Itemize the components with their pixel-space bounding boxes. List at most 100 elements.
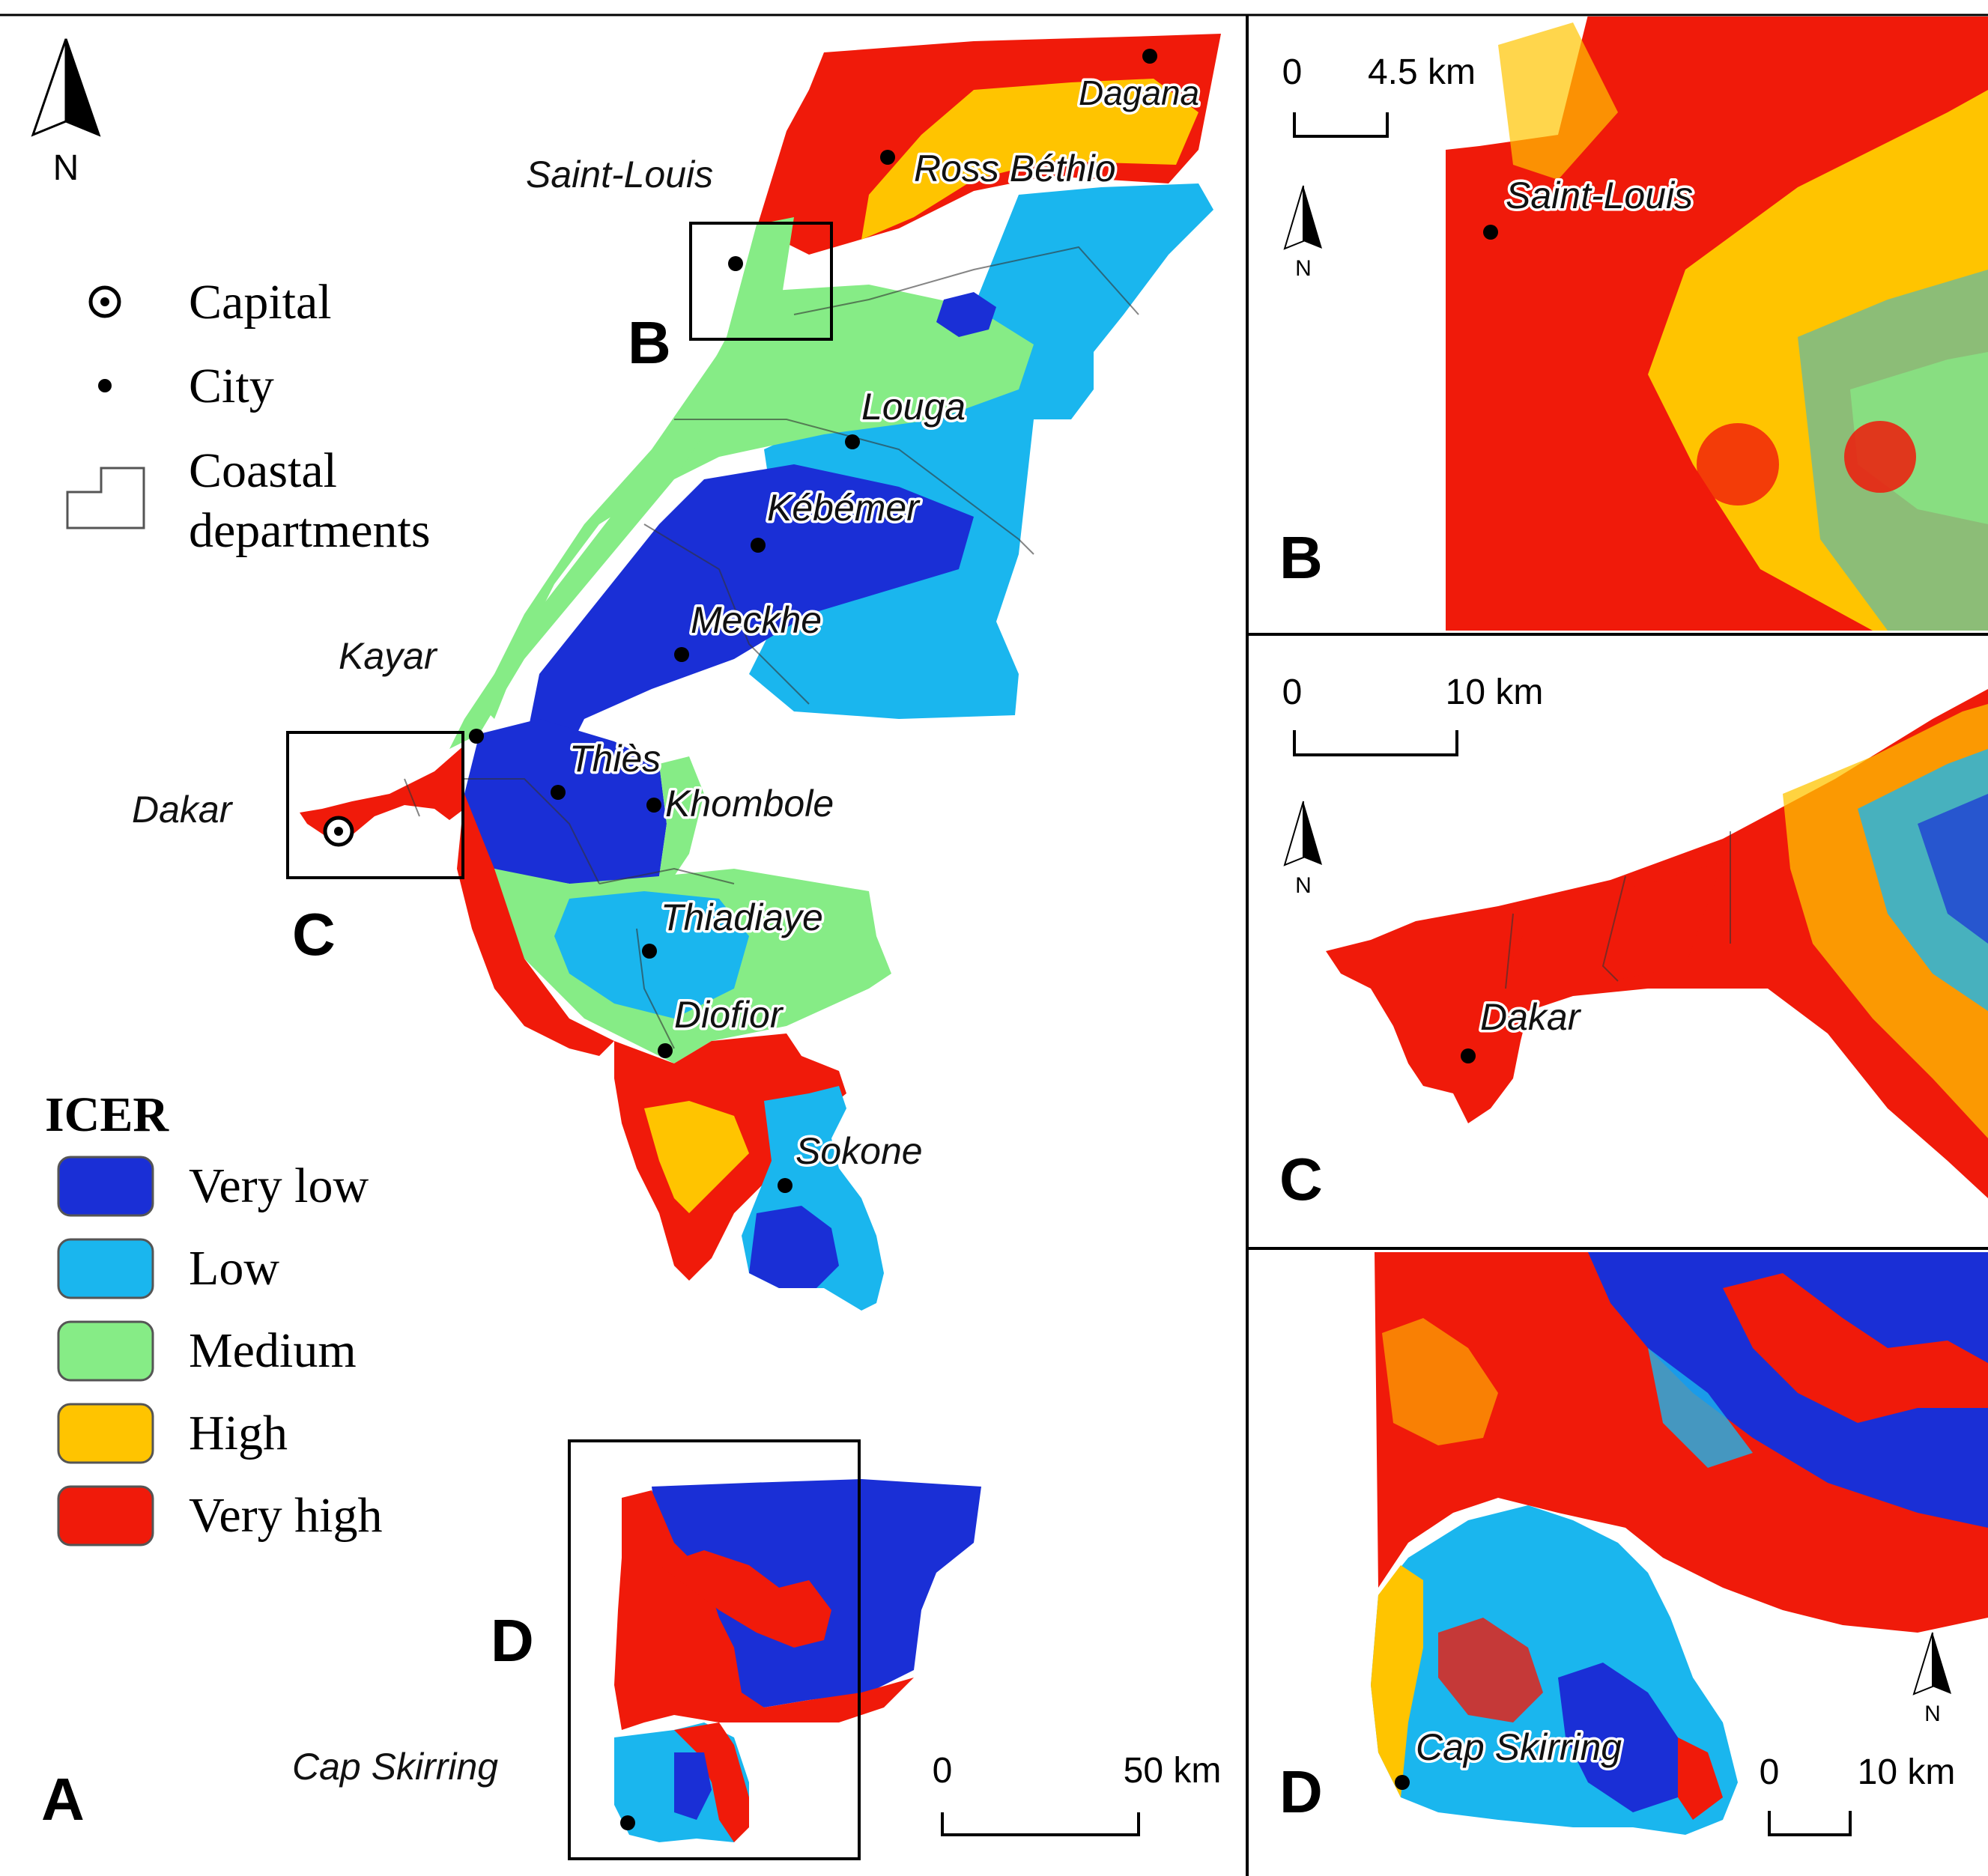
panel-d-creek (1723, 1273, 1988, 1423)
label-saint-louis: Saint-Louis (526, 154, 713, 195)
region-casamance-south-red (674, 1722, 749, 1842)
panel-c-very-low (1918, 794, 1988, 944)
panel-d-south-very-low (1558, 1663, 1678, 1812)
north-label-c: N (1295, 873, 1312, 898)
city-points (469, 49, 1157, 1830)
panel-c-city-dot (1461, 1048, 1476, 1063)
legend-departments-line1: Coastal (189, 443, 337, 498)
north-arrow-c: N (1283, 801, 1322, 898)
region-southwest-coast-red (457, 794, 614, 1056)
scale-bar-a: 0 50 km (933, 1751, 1222, 1836)
panel-d-south-high-edge (1371, 1565, 1423, 1797)
scale-c-zero: 0 (1282, 673, 1303, 712)
panel-b-city-dot (1483, 225, 1498, 240)
region-north-high (861, 79, 1198, 240)
label-dagana: Dagana (1079, 73, 1199, 112)
legend-city-label: City (189, 359, 274, 413)
city-dot-thiadiaye (642, 944, 657, 959)
city-dot-saint-louis (728, 256, 743, 271)
inset-box-b (689, 222, 833, 341)
scale-bar-b: 0 4.5 km (1282, 52, 1476, 138)
icer-swatch-very-low (57, 1156, 154, 1217)
north-arrow-b: N (1283, 185, 1322, 281)
panel-c-inset (1326, 689, 1988, 1198)
capital-legend-icon (88, 285, 121, 318)
panel-d-south-red-patch (1438, 1618, 1543, 1722)
icer-legend: ICER Very low Low Medium High Very high (45, 1087, 382, 1546)
region-casamance-red-west (614, 1490, 914, 1730)
city-dot-dagana (1142, 49, 1157, 64)
panel-letter-d: D (1279, 1758, 1323, 1825)
icer-label-very-low: Very low (189, 1159, 369, 1213)
scale-a-max: 50 km (1124, 1751, 1222, 1791)
panel-d-low-patch (1648, 1348, 1753, 1468)
scale-d-zero: 0 (1760, 1752, 1780, 1792)
symbol-legend: Capital City Coastal departments (66, 275, 431, 558)
region-saloum-high (644, 1101, 749, 1213)
panel-d-south-red-east (1678, 1737, 1723, 1820)
icer-swatch-high (57, 1403, 154, 1464)
city-dot-meckhe (674, 647, 689, 662)
icer-swatch-very-high (57, 1485, 154, 1546)
panel-d-very-low (1588, 1252, 1988, 1528)
panel-c-red-inner (1513, 861, 1723, 989)
panel-letter-a: A (41, 1766, 85, 1833)
city-dot-khombole (646, 798, 661, 813)
north-arrow-main: N (31, 38, 101, 188)
inset-letter-d: D (491, 1607, 534, 1674)
panel-letter-b: B (1279, 524, 1323, 591)
panel-b-red-patch (1844, 421, 1916, 493)
icer-label-very-high: Very high (189, 1488, 382, 1543)
panel-d-high-patch (1382, 1318, 1498, 1445)
region-thies-medium (659, 756, 704, 876)
capital-symbol-dakar (323, 816, 354, 847)
label-louga: Louga (861, 386, 966, 428)
city-legend-icon (98, 379, 112, 392)
region-casamance-branch (659, 1550, 831, 1648)
region-coastal-strip (449, 217, 794, 749)
panel-b-inset (1446, 16, 1988, 631)
legend-capital-label: Capital (189, 275, 332, 330)
scale-c-max: 10 km (1446, 673, 1544, 712)
label-kayar: Kayar (339, 635, 438, 677)
scale-bar-d: 0 10 km (1760, 1752, 1955, 1836)
legend-departments-line2: departments (189, 503, 431, 558)
city-dot-cap-skirring (620, 1815, 635, 1830)
label-khombole: Khombole (665, 783, 834, 825)
icer-legend-title: ICER (45, 1087, 169, 1142)
scale-b-max: 4.5 km (1368, 52, 1476, 92)
label-ross-bethio: Ross Béthio (914, 148, 1116, 189)
label-thiadiaye: Thiadiaye (661, 896, 823, 938)
panel-c-label-dakar: Dakar (1480, 996, 1582, 1038)
scale-b-zero: 0 (1282, 52, 1303, 92)
label-sokone: Sokone (795, 1130, 923, 1172)
inset-letter-c: C (292, 901, 336, 968)
inset-letter-b: B (628, 309, 671, 376)
region-thies-very-low (464, 719, 667, 891)
label-thies: Thiès (569, 738, 661, 780)
panel-c-boundaries (1505, 831, 1731, 989)
department-boundaries (404, 246, 1139, 1049)
departments-legend-icon (66, 467, 145, 529)
region-lake-very-low (936, 292, 996, 337)
label-meckhe: Meckhe (691, 599, 822, 641)
city-dot-diofior (658, 1043, 673, 1058)
panel-d-city-dot (1395, 1775, 1410, 1790)
label-diofior: Diofior (674, 994, 784, 1036)
north-label-d: N (1924, 1702, 1941, 1726)
icer-label-high: High (189, 1406, 288, 1460)
panel-b-red-patch-2 (1697, 423, 1779, 506)
region-interior-very-low (524, 464, 974, 779)
label-kebemer: Kébémer (767, 487, 921, 529)
city-dot-louga (845, 434, 860, 449)
inset-box-c (286, 731, 464, 879)
city-dot-kebemer (751, 538, 766, 553)
north-label-b: N (1295, 256, 1312, 281)
north-label-main: N (53, 148, 79, 188)
panel-b-north-high (1498, 22, 1618, 180)
panel-b-label-saint-louis: Saint-Louis (1506, 174, 1693, 216)
panel-letter-c: C (1279, 1146, 1323, 1212)
icer-label-medium: Medium (189, 1323, 357, 1378)
label-dakar: Dakar (132, 789, 234, 831)
inset-box-d (568, 1439, 861, 1860)
